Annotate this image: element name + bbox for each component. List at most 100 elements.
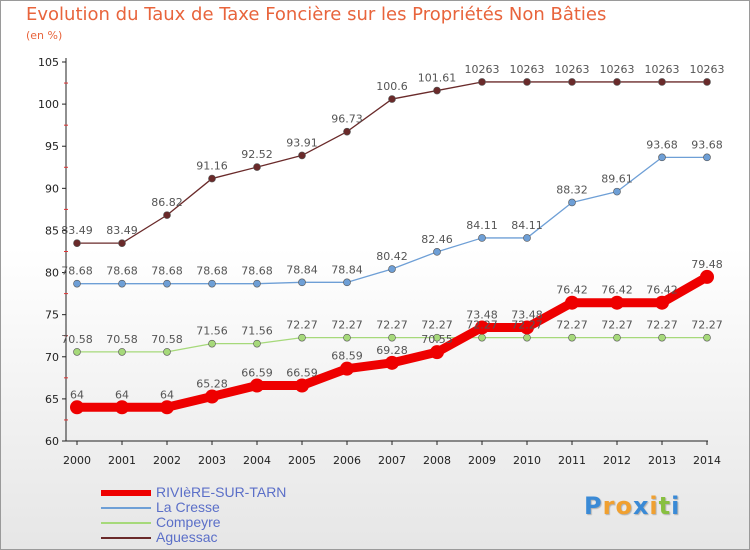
data-label: 78.84 [286,263,318,276]
data-point [298,278,306,287]
data-label: 73.48 [511,308,543,321]
data-point [523,78,531,86]
data-label: 70.58 [106,333,138,346]
data-label: 78.68 [106,265,138,278]
data-point [208,339,216,348]
data-point [298,151,306,160]
data-point [658,78,666,86]
x-tick-label: 2007 [378,454,406,467]
data-label: 66.59 [286,366,318,379]
data-point [388,265,396,273]
data-point [610,295,624,310]
x-tick-label: 2005 [288,454,316,467]
data-label: 83.49 [61,224,93,237]
legend-label: RIVIèRE-SUR-TARN [156,484,287,500]
proxiti-logo: Proxiti [584,492,680,520]
data-point [208,279,216,288]
data-point [295,378,309,393]
data-point [478,333,486,342]
data-point [568,198,576,207]
x-tick-label: 2003 [198,454,226,467]
data-label: 80.42 [376,250,408,263]
data-label: 72.27 [421,319,453,332]
legend-label: Aguessac [156,529,218,545]
data-label: 72.27 [511,319,543,332]
y-tick-label: 60 [45,435,59,448]
data-point [475,320,489,335]
data-label: 84.11 [511,219,543,232]
data-point [163,279,171,288]
data-point [568,333,576,342]
data-point [253,339,261,348]
data-point [298,333,306,342]
data-label: 76.42 [556,284,588,297]
data-point [343,127,351,136]
data-label: 78.68 [241,265,273,278]
data-label: 72.27 [556,319,588,332]
data-point [703,153,711,162]
data-label: 78.84 [331,263,363,276]
data-point [613,187,621,196]
data-label: 72.27 [331,319,363,332]
data-label: 10263 [645,63,680,76]
data-label: 72.27 [601,319,633,332]
logo-letter: i [649,492,659,520]
legend-label: Compeyre [156,514,221,530]
data-label: 64 [115,388,129,401]
x-tick-label: 2000 [63,454,91,467]
logo-letter: o [615,492,633,520]
data-point [73,348,81,356]
data-label: 65.28 [196,378,228,391]
data-point [118,279,126,288]
y-tick-label: 75 [45,309,59,322]
data-point [340,361,354,376]
logo-letter: x [632,492,650,520]
legend-label: La Cresse [156,499,220,515]
data-point [73,279,81,288]
y-tick-label: 85 [45,224,59,237]
data-point [523,333,531,342]
data-label: 72.27 [646,319,678,332]
data-label: 70.55 [421,333,453,346]
data-label: 72.27 [466,319,498,332]
data-label: 71.56 [196,325,228,338]
data-point [478,234,486,242]
data-point [703,78,711,86]
data-point [250,378,264,393]
logo-letter: i [671,492,681,520]
data-point [523,234,531,242]
data-label: 100.6 [376,80,408,93]
data-point [163,211,171,219]
data-label: 92.52 [241,148,273,161]
data-point [385,355,399,370]
data-point [388,333,396,342]
legend-swatch [101,537,151,539]
unit-label: (en %) [26,29,63,42]
x-tick-label: 2006 [333,454,361,467]
data-label: 101.61 [418,72,457,85]
x-tick-label: 2011 [558,454,586,467]
data-label: 72.27 [286,319,318,332]
y-tick-label: 105 [38,56,59,69]
legend-swatch [101,490,151,496]
data-label: 73.48 [466,308,498,321]
data-point [118,239,126,247]
x-tick-label: 2010 [513,454,541,467]
x-tick-label: 2009 [468,454,496,467]
legend-swatch [101,522,151,524]
data-label: 93.68 [646,138,678,151]
logo-letter: P [584,492,603,520]
data-point [430,345,444,360]
x-tick-label: 2014 [693,454,721,467]
data-point [253,163,261,171]
y-tick-label: 95 [45,140,59,153]
data-point [208,174,216,183]
data-point [115,400,129,415]
data-label: 10263 [510,63,545,76]
x-tick-label: 2002 [153,454,181,467]
chart-title: Evolution du Taux de Taxe Foncière sur l… [26,4,607,25]
data-point [565,295,579,310]
data-label: 84.11 [466,219,498,232]
